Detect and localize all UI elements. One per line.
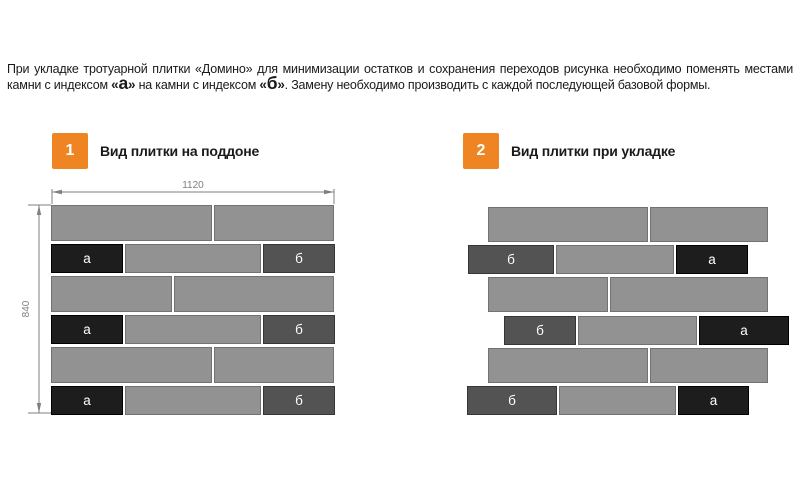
section-1-title: Вид плитки на поддоне [100, 143, 260, 159]
index-letter-highlight: б [266, 73, 278, 93]
tile-index-b: б [504, 316, 576, 345]
section-header-1: 1 Вид плитки на поддоне [52, 133, 259, 169]
dim-arrow-right-icon [324, 189, 334, 195]
dim-arrow-left-icon [52, 189, 62, 195]
tile-plain [650, 348, 768, 383]
index-letter-highlight: а [118, 73, 128, 93]
tile-index-b: б [263, 315, 335, 344]
tile-plain [51, 205, 212, 241]
section-2-number-badge: 2 [463, 133, 499, 169]
tile-row [488, 277, 768, 312]
dim-arrow-bottom-icon [36, 403, 42, 413]
tile-row [488, 207, 768, 242]
tile-row [51, 205, 334, 241]
section-2-title: Вид плитки при укладке [511, 143, 676, 159]
intro-line: камни с индексом «а» на камни с индексом… [7, 74, 793, 93]
tile-index-a: а [51, 244, 123, 273]
tile-plain [174, 276, 334, 312]
intro-text: камни с индексом [7, 78, 112, 92]
intro-paragraph: При укладке тротуарной плитки «Домино» д… [7, 62, 793, 93]
tile-index-a: а [676, 245, 748, 274]
tile-index-b: б [467, 386, 557, 415]
section-1-number-badge: 1 [52, 133, 88, 169]
tile-plain [214, 205, 334, 241]
dim-arrow-top-icon [36, 205, 42, 215]
tile-index-b: б [468, 245, 554, 274]
tile-plain [125, 315, 261, 344]
intro-line: При укладке тротуарной плитки «Домино» д… [7, 62, 793, 77]
tile-index-a: а [678, 386, 749, 415]
tile-plain [559, 386, 676, 415]
tile-plain [556, 245, 674, 274]
tile-index-b: б [263, 386, 335, 415]
intro-text: « [111, 77, 119, 92]
tile-plain [610, 277, 768, 312]
intro-text: . Замену необходимо производить с каждой… [284, 78, 711, 92]
tile-plain [488, 348, 648, 383]
tile-plain [51, 347, 212, 383]
tile-index-a: а [51, 315, 123, 344]
tile-plain [125, 386, 261, 415]
dimension-lines: 1120 840 [21, 180, 335, 414]
intro-text: на камни с индексом [135, 78, 260, 92]
tile-plain [650, 207, 768, 242]
tile-plain [488, 277, 608, 312]
tile-index-a: а [51, 386, 123, 415]
intro-text: » [127, 77, 136, 92]
tile-plain [51, 276, 172, 312]
tile-row [51, 276, 334, 312]
tile-plain [125, 244, 261, 273]
dim-height-label: 840 [21, 300, 32, 317]
tile-index-a: а [699, 316, 789, 345]
section-header-2: 2 Вид плитки при укладке [463, 133, 675, 169]
tile-plain [488, 207, 648, 242]
tile-plain [214, 347, 334, 383]
tile-plain [578, 316, 697, 345]
intro-text: « [259, 77, 267, 92]
intro-text: При укладке тротуарной плитки «Домино» д… [7, 62, 793, 76]
dim-width-label: 1120 [182, 180, 204, 191]
tile-row [488, 348, 768, 383]
tile-row [51, 347, 334, 383]
tile-index-b: б [263, 244, 335, 273]
intro-text: » [277, 77, 285, 92]
